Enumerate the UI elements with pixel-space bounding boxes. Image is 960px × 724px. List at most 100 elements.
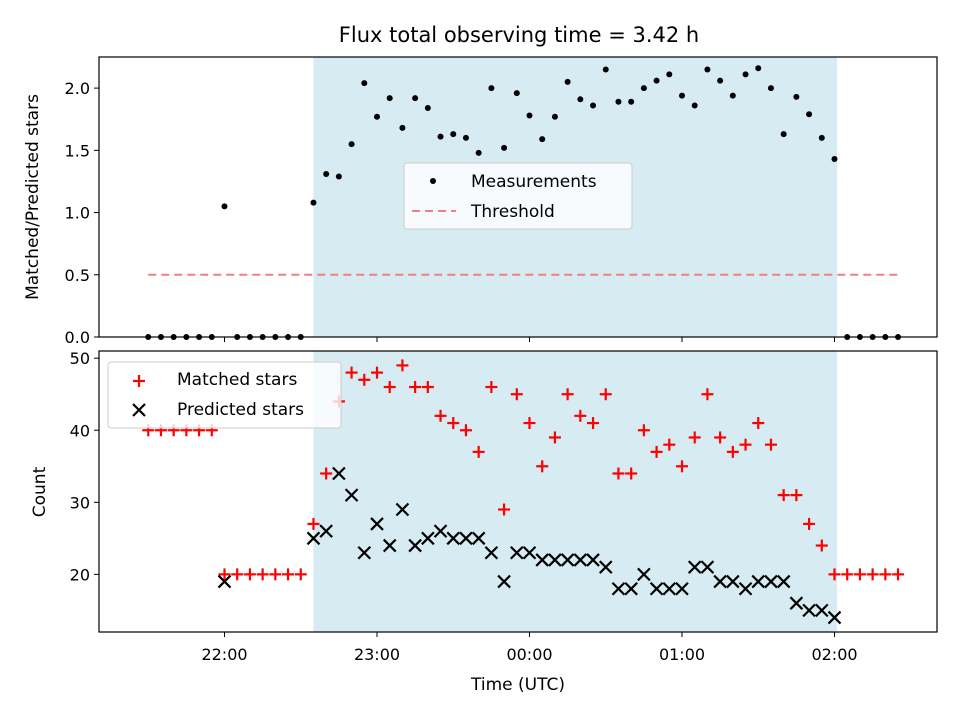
predicted-star-point bbox=[751, 574, 766, 589]
matched-star-point bbox=[536, 460, 549, 473]
predicted-star-point bbox=[446, 531, 461, 546]
measurement-point bbox=[704, 66, 711, 73]
measurement-point bbox=[221, 203, 228, 210]
predicted-star-point bbox=[510, 545, 524, 560]
measurements-legend-marker bbox=[430, 178, 436, 184]
predicted-star-point bbox=[382, 538, 397, 553]
matched-star-point bbox=[841, 568, 854, 581]
matched-star-point bbox=[561, 388, 574, 401]
predicted-star-stroke bbox=[497, 574, 511, 589]
top-y-tick-label: 0.5 bbox=[65, 266, 90, 285]
matched-star-point bbox=[294, 568, 307, 581]
matched-star-point bbox=[447, 417, 460, 430]
predicted-star-point bbox=[535, 553, 549, 567]
predicted-star-point bbox=[637, 567, 651, 582]
predicted-star-stroke bbox=[662, 581, 677, 596]
matched-star-point bbox=[282, 568, 295, 581]
measurement-point bbox=[526, 112, 533, 119]
matched-star-point bbox=[879, 568, 892, 581]
predicted-star-stroke bbox=[815, 603, 829, 618]
predicted-star-point bbox=[319, 524, 333, 538]
predicted-legend-label: Predicted stars bbox=[177, 400, 304, 420]
predicted-star-stroke bbox=[217, 574, 232, 589]
bottom-legend-box bbox=[107, 361, 342, 429]
measurement-point bbox=[628, 98, 635, 105]
top-x-ticks bbox=[224, 337, 835, 342]
measurement-point bbox=[501, 144, 508, 151]
top-y-ticks: 0.0 0.5 1.0 1.5 2.0 bbox=[65, 79, 99, 347]
measurement-point bbox=[653, 77, 660, 84]
predicted-star-stroke bbox=[687, 560, 702, 574]
matched-star-point bbox=[371, 366, 383, 379]
predicted-star-stroke bbox=[319, 524, 333, 538]
predicted-star-stroke bbox=[637, 567, 651, 582]
predicted-star-stroke bbox=[776, 574, 791, 589]
bottom-y-tick-label: 40 bbox=[70, 421, 90, 440]
predicted-star-point bbox=[789, 596, 804, 610]
matched-star-point bbox=[676, 460, 688, 473]
matched-star-point bbox=[396, 359, 409, 372]
predicted-star-point bbox=[649, 581, 664, 596]
bottom-y-tick-label: 20 bbox=[70, 565, 90, 584]
predicted-star-stroke bbox=[370, 517, 384, 531]
predicted-star-stroke bbox=[484, 545, 499, 560]
matched-star-point bbox=[243, 568, 256, 581]
measurement-point bbox=[361, 80, 368, 87]
predicted-star-stroke bbox=[395, 502, 410, 517]
predicted-star-stroke bbox=[382, 538, 397, 553]
predicted-star-stroke bbox=[751, 574, 766, 589]
measurement-point bbox=[462, 134, 469, 141]
matched-star-point bbox=[803, 517, 816, 530]
predicted-star-point bbox=[726, 574, 740, 589]
matched-star-point bbox=[409, 381, 422, 394]
predicted-star-point bbox=[802, 603, 816, 618]
predicted-star-stroke bbox=[344, 488, 359, 502]
matched-star-point bbox=[790, 489, 803, 502]
predicted-star-point bbox=[344, 488, 359, 502]
top-plot-frame bbox=[98, 56, 938, 338]
measurement-point bbox=[602, 66, 609, 73]
predicted-legend-marker bbox=[132, 403, 146, 417]
x-tick-label: 22:00 bbox=[201, 645, 247, 664]
predicted-star-stroke bbox=[560, 553, 575, 567]
predicted-star-point bbox=[459, 531, 473, 546]
predicted-star-point bbox=[421, 531, 435, 546]
measurement-point bbox=[679, 92, 685, 99]
predicted-star-point bbox=[306, 531, 321, 546]
measurement-point bbox=[767, 85, 774, 92]
matched-star-point bbox=[320, 467, 333, 480]
bottom-panel: 20 30 40 50 22:00 23:00 00:00 01:00 02:00 Count… bbox=[30, 349, 938, 695]
predicted-star-stroke bbox=[535, 553, 549, 567]
measurement-point bbox=[424, 105, 431, 112]
predicted-star-stroke bbox=[459, 531, 473, 546]
predicted-star-stroke bbox=[433, 524, 448, 538]
matched-star-point bbox=[383, 381, 396, 394]
predicted-star-point bbox=[573, 553, 588, 567]
matched-star-point bbox=[510, 388, 523, 401]
top-y-axis-label: Matched/Predicted stars bbox=[23, 94, 43, 300]
measurement-point bbox=[374, 113, 380, 120]
matched-star-point bbox=[434, 409, 447, 422]
predicted-star-stroke bbox=[649, 581, 664, 596]
top-legend: Measurements Threshold bbox=[403, 162, 633, 230]
measurement-point bbox=[412, 95, 419, 102]
predicted-star-point bbox=[332, 466, 346, 481]
measurement-point bbox=[831, 156, 838, 163]
matched-star-point bbox=[498, 503, 511, 516]
predicted-star-stroke bbox=[357, 545, 372, 560]
matched-star-point bbox=[764, 438, 777, 451]
measurement-point bbox=[755, 65, 762, 72]
predicted-star-point bbox=[586, 553, 600, 567]
matched-star-point bbox=[472, 445, 485, 458]
bottom-plot-frame bbox=[98, 350, 938, 633]
measurement-point bbox=[717, 77, 724, 84]
measurement-point bbox=[780, 131, 787, 138]
predicted-star-stroke bbox=[713, 574, 727, 589]
chart-title: Flux total observing time = 3.42 h bbox=[339, 23, 699, 47]
predicted-star-point bbox=[471, 531, 486, 546]
predicted-stars-points bbox=[217, 466, 842, 625]
x-tick-label: 01:00 bbox=[659, 645, 705, 664]
predicted-star-stroke bbox=[548, 553, 562, 567]
x-tick-label: 00:00 bbox=[506, 645, 552, 664]
measurement-point bbox=[475, 149, 482, 156]
